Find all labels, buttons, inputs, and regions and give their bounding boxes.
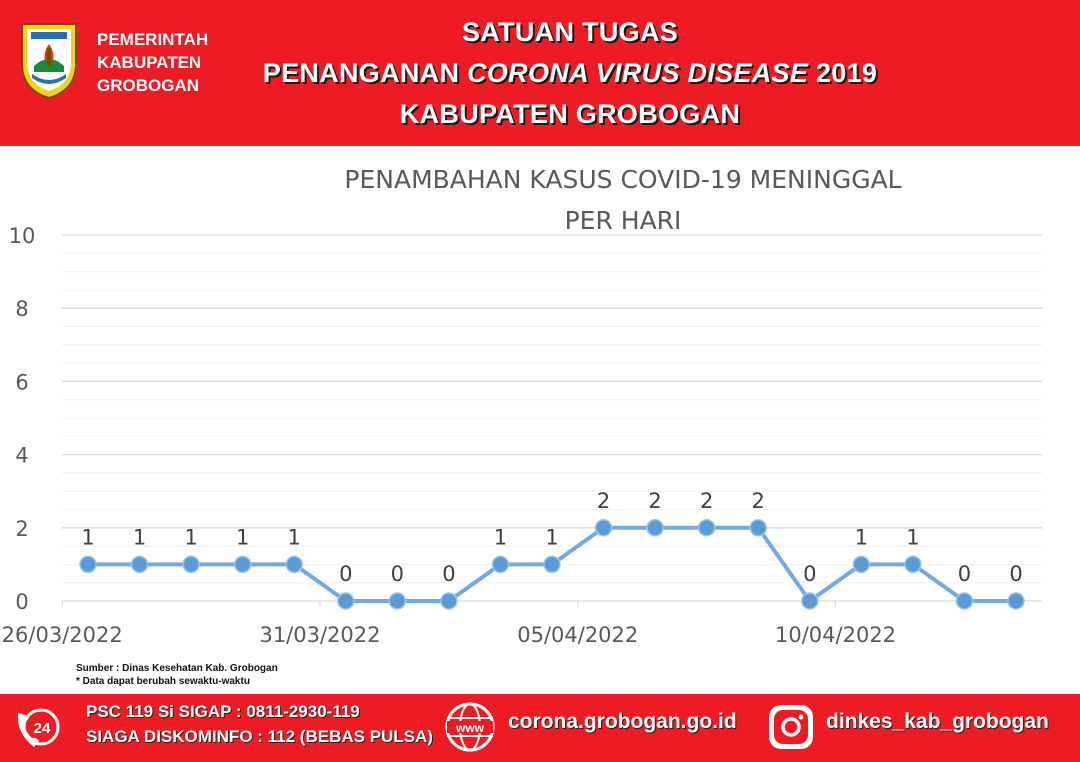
data-point (801, 592, 819, 610)
series-points (79, 519, 1025, 610)
psc-contact: PSC 119 Si SIGAP : 0811-2930-119 (86, 702, 360, 721)
line-chart: PENAMBAHAN KASUS COVID-19 MENINGGAL PER … (2, 165, 1042, 647)
data-point (440, 592, 458, 610)
data-label: 1 (184, 525, 197, 549)
phone-24-icon: 24 (17, 708, 60, 747)
data-point (697, 519, 716, 537)
data-point (594, 519, 613, 537)
data-label: 2 (700, 489, 713, 513)
y-tick-label: 8 (15, 297, 28, 321)
data-point (904, 555, 922, 574)
page-title: SATUAN TUGAS PENANGANAN CORONA VIRUS DIS… (250, 12, 890, 135)
chart-title-line-1: PENAMBAHAN KASUS COVID-19 MENINGGAL (344, 165, 901, 194)
chart-area: PENAMBAHAN KASUS COVID-19 MENINGGAL PER … (0, 146, 1080, 694)
chart-title-line-2: PER HARI (565, 206, 682, 235)
data-point (852, 555, 871, 574)
title-line-3: KABUPATEN GROBOGAN (399, 99, 741, 129)
y-tick-label: 10 (9, 224, 36, 248)
source-note: Sumber : Dinas Kesehatan Kab. Grobogan (76, 663, 278, 674)
data-label: 0 (442, 562, 455, 586)
data-label: 0 (958, 562, 971, 586)
data-label: 0 (339, 562, 352, 586)
footer-banner: 24 PSC 119 Si SIGAP : 0811-2930-119 SIAG… (0, 694, 1080, 762)
title-line-1: SATUAN TUGAS (461, 17, 679, 47)
data-label: 1 (906, 525, 919, 549)
instagram-icon (769, 705, 813, 749)
header-banner: PEMERINTAH KABUPATEN GROBOGAN SATUAN TUG… (0, 0, 1080, 146)
globe-www-icon: www (445, 702, 495, 752)
chart-grid (62, 234, 1042, 602)
x-tick-label: 31/03/2022 (259, 623, 380, 647)
data-labels: 1 1 1 1 1 0 0 0 1 1 2 2 2 2 0 1 1 0 0 (81, 489, 1022, 586)
data-label: 2 (648, 489, 661, 513)
data-label: 1 (133, 525, 146, 549)
data-point (491, 555, 510, 574)
y-tick-label: 6 (15, 370, 28, 394)
title-line-2-a: PENANGANAN (262, 58, 468, 88)
data-point (388, 592, 407, 610)
data-label: 2 (752, 489, 765, 513)
data-point (130, 555, 149, 574)
data-label: 1 (288, 525, 301, 549)
source-notes: Sumber : Dinas Kesehatan Kab. Grobogan *… (76, 662, 278, 688)
data-label: 0 (391, 562, 404, 586)
siaga-contact: SIAGA DISKOMINFO : 112 (BEBAS PULSA) (86, 727, 433, 746)
regency-crest-icon (21, 23, 77, 100)
title-line-2-b: CORONA VIRUS DISEASE (467, 58, 809, 88)
gov-line-3: GROBOGAN (97, 76, 199, 95)
title-line-2-c: 2019 (808, 58, 878, 88)
disclaimer-note: * Data dapat berubah sewaktu-waktu (76, 676, 250, 687)
y-tick-label: 2 (15, 517, 28, 541)
data-label: 1 (855, 525, 868, 549)
x-tick-label: 26/03/2022 (2, 623, 123, 647)
data-point (337, 592, 355, 610)
y-tick-label: 0 (15, 590, 28, 614)
x-axis-ticks: 26/03/2022 31/03/2022 05/04/2022 10/04/2022 (2, 601, 896, 647)
data-label: 0 (1009, 562, 1022, 586)
data-label: 1 (236, 525, 249, 549)
data-label: 2 (597, 489, 610, 513)
instagram-handle[interactable]: dinkes_kab_grobogan (826, 710, 1049, 733)
gov-line-2: KABUPATEN (97, 53, 202, 72)
gov-line-1: PEMERINTAH (97, 30, 209, 49)
data-point (749, 519, 767, 537)
y-axis-ticks: 0 2 4 6 8 10 (9, 224, 36, 614)
data-label: 1 (494, 525, 507, 549)
data-point (543, 555, 561, 574)
data-point (79, 555, 97, 574)
data-point (182, 555, 200, 574)
title-line-2: PENANGANAN CORONA VIRUS DISEASE 2019 (250, 53, 890, 94)
data-label: 0 (803, 562, 816, 586)
data-point (233, 555, 252, 574)
data-point (1007, 592, 1025, 610)
data-point (285, 555, 303, 574)
data-label: 1 (81, 525, 94, 549)
government-label: PEMERINTAH KABUPATEN GROBOGAN (97, 28, 208, 97)
website-link[interactable]: corona.grobogan.go.id (508, 710, 737, 733)
data-point (955, 592, 974, 610)
x-tick-label: 10/04/2022 (775, 623, 896, 647)
x-tick-label: 05/04/2022 (517, 623, 638, 647)
data-label: 1 (545, 525, 558, 549)
y-tick-label: 4 (15, 444, 28, 468)
badge-24: 24 (34, 720, 51, 737)
data-point (646, 519, 664, 537)
www-label: www (455, 721, 485, 735)
